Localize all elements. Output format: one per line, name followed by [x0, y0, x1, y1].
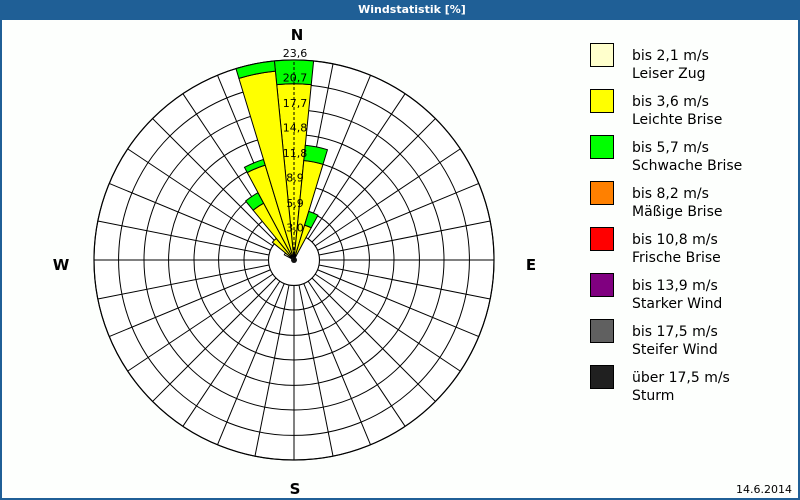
- grid-spoke: [307, 93, 406, 240]
- ring-label: 14,8: [283, 122, 308, 135]
- grid-spoke: [317, 269, 479, 337]
- window-title: Windstatistik [%]: [358, 3, 466, 16]
- ring-label: 17,7: [283, 97, 308, 110]
- legend-swatch: [590, 135, 614, 159]
- compass-north-label: N: [290, 26, 304, 44]
- legend-name: Schwache Brise: [632, 158, 743, 174]
- grid-spoke: [314, 148, 461, 247]
- grid-spoke: [254, 284, 290, 457]
- grid-spoke: [97, 264, 270, 300]
- legend-range: bis 5,7 m/s: [632, 140, 709, 156]
- legend-range: bis 13,9 m/s: [632, 278, 718, 294]
- legend-swatch: [590, 319, 614, 343]
- legend-range: bis 2,1 m/s: [632, 48, 709, 64]
- legend-item: bis 5,7 m/s Schwache Brise: [590, 135, 790, 179]
- date-label: 14.6.2014: [736, 483, 792, 496]
- compass-south-label: S: [289, 480, 301, 498]
- grid-spoke: [97, 220, 270, 256]
- legend-swatch: [590, 227, 614, 251]
- grid-spoke: [317, 183, 479, 251]
- ring-label: 20,7: [283, 72, 308, 85]
- grid-spoke: [311, 118, 436, 243]
- legend-swatch: [590, 365, 614, 389]
- legend-item: bis 17,5 m/s Steifer Wind: [590, 319, 790, 363]
- legend-range: über 17,5 m/s: [632, 370, 730, 386]
- ring-label: 3,0: [286, 222, 304, 235]
- legend-item: über 17,5 m/s Sturm: [590, 365, 790, 409]
- legend-item: bis 2,1 m/s Leiser Zug: [590, 43, 790, 87]
- ring-label: 8,9: [286, 172, 304, 185]
- legend-item: bis 3,6 m/s Leichte Brise: [590, 89, 790, 133]
- legend-item: bis 10,8 m/s Frische Brise: [590, 227, 790, 271]
- legend-swatch: [590, 89, 614, 113]
- ring-label: 5,9: [286, 197, 304, 210]
- compass-west-label: W: [52, 256, 70, 274]
- legend-name: Steifer Wind: [632, 342, 718, 358]
- wind-bar-segment: [235, 60, 276, 79]
- legend-item: bis 8,2 m/s Mäßige Brise: [590, 181, 790, 225]
- grid-spoke: [303, 283, 371, 445]
- legend-name: Sturm: [632, 388, 675, 404]
- grid-spoke: [152, 277, 277, 402]
- legend-name: Mäßige Brise: [632, 204, 723, 220]
- grid-spoke: [182, 280, 281, 427]
- grid-spoke: [307, 280, 406, 427]
- grid-spoke: [314, 273, 461, 372]
- wind-bars: [235, 59, 329, 263]
- legend-range: bis 10,8 m/s: [632, 232, 718, 248]
- grid-spoke: [109, 183, 271, 251]
- legend-name: Frische Brise: [632, 250, 721, 266]
- grid-spoke: [303, 75, 371, 237]
- grid-spoke: [311, 277, 436, 402]
- grid-spoke: [109, 269, 271, 337]
- legend-swatch: [590, 43, 614, 67]
- legend-range: bis 3,6 m/s: [632, 94, 709, 110]
- legend-name: Leichte Brise: [632, 112, 723, 128]
- grid-spoke: [152, 118, 277, 243]
- legend-name: Leiser Zug: [632, 66, 706, 82]
- grid-spoke: [318, 220, 491, 256]
- ring-label: 23,6: [283, 47, 308, 60]
- legend-swatch: [590, 181, 614, 205]
- legend-swatch: [590, 273, 614, 297]
- legend-name: Starker Wind: [632, 296, 723, 312]
- legend-range: bis 8,2 m/s: [632, 186, 709, 202]
- grid-spoke: [298, 284, 334, 457]
- legend-item: bis 13,9 m/s Starker Wind: [590, 273, 790, 317]
- grid-spoke: [127, 148, 274, 247]
- grid-spoke: [217, 283, 285, 445]
- legend-range: bis 17,5 m/s: [632, 324, 718, 340]
- ring-labels: 3,0 5,9 8,9 11,8 14,8 17,7 20,7 23,6: [283, 47, 308, 260]
- wind-bar-segment: [303, 210, 319, 229]
- compass-east-label: E: [525, 256, 537, 274]
- ring-label: 11,8: [283, 147, 308, 160]
- wind-bar-segment: [303, 144, 329, 165]
- grid-spoke: [318, 264, 491, 300]
- grid-spoke: [127, 273, 274, 372]
